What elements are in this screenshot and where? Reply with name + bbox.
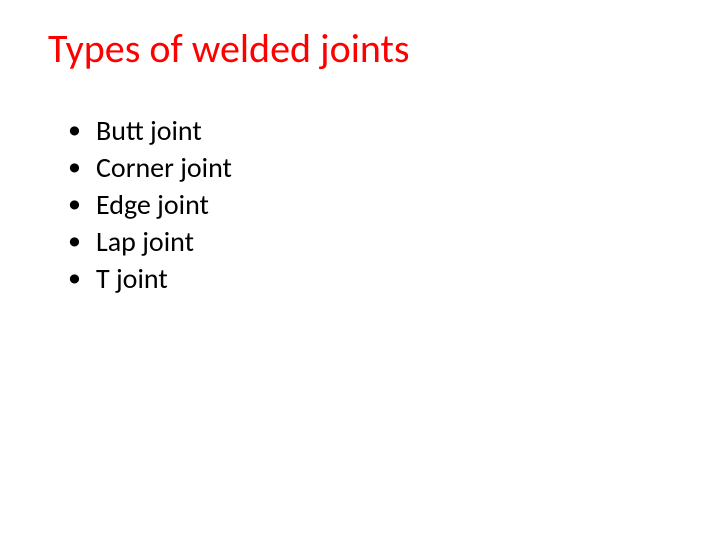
list-item: Lap joint (76, 224, 672, 259)
list-item: Edge joint (76, 187, 672, 222)
bullet-list: Butt joint Corner joint Edge joint Lap j… (48, 113, 672, 296)
list-item: Corner joint (76, 150, 672, 185)
slide: Types of welded joints Butt joint Corner… (0, 0, 720, 540)
list-item: T joint (76, 261, 672, 296)
slide-title: Types of welded joints (48, 24, 672, 73)
list-item: Butt joint (76, 113, 672, 148)
